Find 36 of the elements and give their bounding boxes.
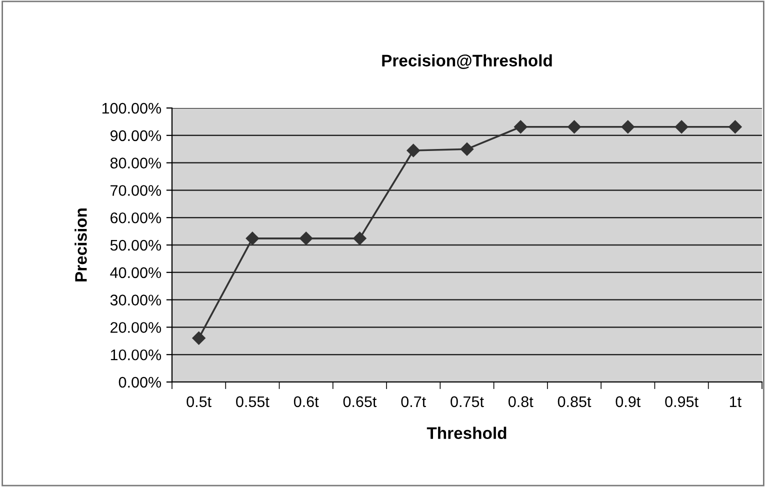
y-axis-title: Precision — [74, 208, 87, 282]
y-tick-label: 0.00% — [118, 376, 162, 388]
x-tick-label: 0.55t — [236, 396, 270, 408]
y-tick-label: 60.00% — [110, 212, 162, 224]
x-tick-label: 0.8t — [508, 396, 534, 408]
y-tick-label: 40.00% — [110, 267, 162, 278]
x-tick-label: 0.5t — [186, 396, 212, 408]
y-tick-label: 30.00% — [110, 294, 162, 306]
point — [568, 120, 581, 134]
x-tick-label: 0.7t — [401, 396, 426, 408]
point — [621, 120, 634, 134]
point — [728, 120, 742, 134]
y-tick-label: 100.00% — [102, 102, 162, 114]
x-tick-label: 0.65t — [343, 396, 377, 408]
y-tick-label: 90.00% — [110, 130, 162, 142]
y-tick-label: 10.00% — [110, 349, 162, 360]
y-tick-label: 50.00% — [110, 240, 162, 251]
point — [192, 332, 206, 345]
point — [514, 120, 528, 134]
point — [300, 232, 313, 246]
x-tick-label: 0.6t — [294, 396, 319, 408]
point — [460, 142, 474, 156]
point — [246, 232, 260, 246]
x-tick-label: 0.9t — [616, 396, 641, 408]
point — [674, 120, 688, 134]
x-tick-label: 1t — [730, 396, 742, 408]
x-tick-label: 0.85t — [558, 396, 592, 408]
y-tick-label: 70.00% — [110, 185, 162, 196]
x-tick-label: 0.95t — [665, 396, 698, 408]
y-tick-label: 20.00% — [110, 322, 162, 333]
x-axis-title: Threshold — [426, 426, 506, 440]
x-tick-label: 0.75t — [450, 396, 484, 408]
chart-title: Precision@Threshold — [382, 54, 552, 69]
point — [353, 232, 366, 246]
point — [406, 144, 420, 158]
y-tick-label: 80.00% — [110, 158, 162, 168]
